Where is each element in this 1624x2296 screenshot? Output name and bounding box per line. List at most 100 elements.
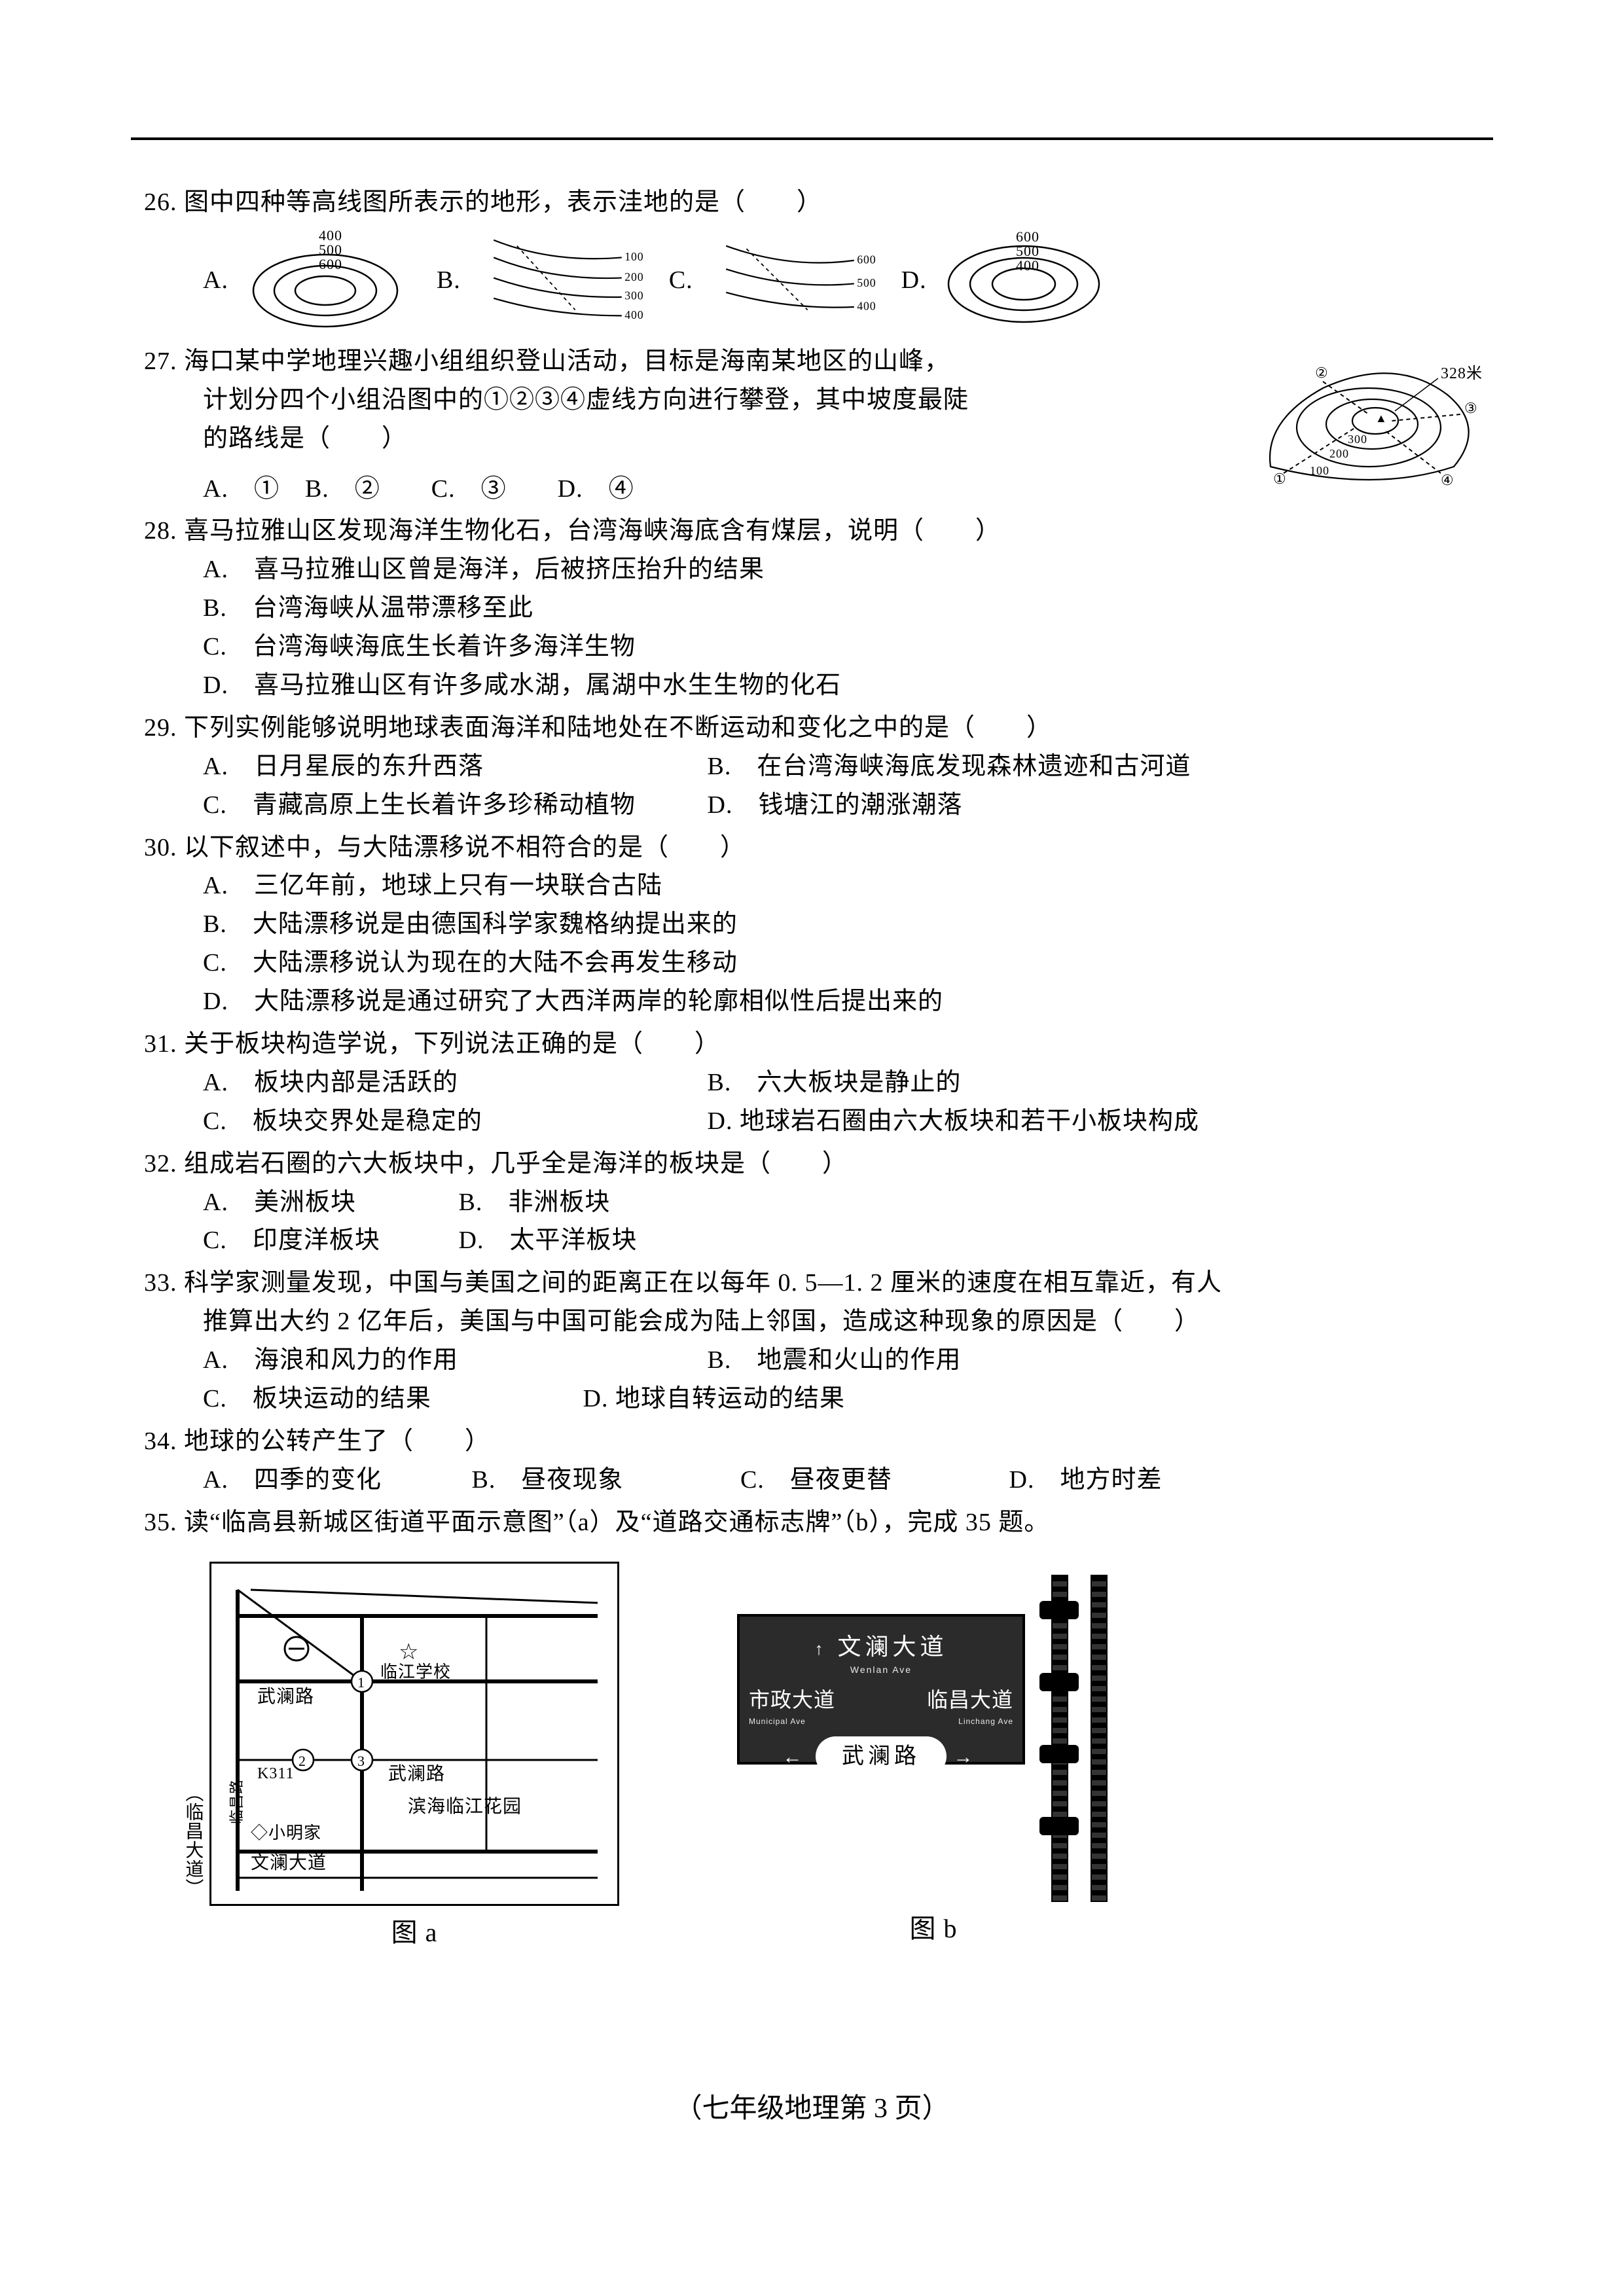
svg-text:临江学校: 临江学校 (380, 1662, 451, 1681)
pole-cap-1 (1039, 1601, 1079, 1619)
caption-b: 图 b (910, 1909, 958, 1949)
q35-figure-b-cell: ↑ 文澜大道 Wenlan Ave 市政大道 临昌大道 Municipal Av… (698, 1562, 1169, 1953)
q31-row1: A. 板块内部是活跃的 B. 六大板块是静止的 (144, 1064, 1493, 1102)
q29-D: D. 钱塘江的潮涨潮落 (708, 786, 963, 825)
q33-row2: C. 板块运动的结果 D. 地球自转运动的结果 (144, 1380, 1493, 1418)
sign-top-en: Wenlan Ave (749, 1663, 1013, 1677)
q34-B: B. 昼夜现象 (472, 1461, 734, 1499)
svg-text:K311: K311 (257, 1765, 294, 1782)
map-a-axis-label: （临昌大道） (179, 1784, 207, 1897)
q35-figure-b: ↑ 文澜大道 Wenlan Ave 市政大道 临昌大道 Municipal Av… (698, 1562, 1169, 1902)
svg-text:500: 500 (857, 276, 875, 289)
q29-row2: C. 青藏高原上生长着许多珍稀动植物 D. 钱塘江的潮涨潮落 (144, 786, 1493, 825)
question-27: 27. 海口某中学地理兴趣小组组织登山活动，目标是海南某地区的山峰， 计划分四个… (144, 342, 1493, 509)
q34-C: C. 昼夜更替 (740, 1461, 1002, 1499)
q33-B: B. 地震和火山的作用 (708, 1341, 962, 1380)
q26-fig-C: 600 500 400 (705, 228, 875, 333)
q26-D-label: D. (901, 261, 927, 300)
q26-option-B: B. 100 200 300 400 (437, 228, 643, 333)
q34-stem: 34. 地球的公转产生了（ ） (144, 1422, 1493, 1461)
q30-A: A. 三亿年前，地球上只有一块联合古陆 (144, 867, 1493, 905)
q30-B: B. 大陆漂移说是由德国科学家魏格纳提出来的 (144, 905, 1493, 944)
q35-figure-a-cell: （临昌大道） (209, 1562, 619, 1953)
sign-top: 文澜大道 (838, 1633, 948, 1660)
q29-B: B. 在台湾海峡海底发现森林遗迹和古河道 (708, 747, 1191, 786)
q27-text: 27. 海口某中学地理兴趣小组组织登山活动，目标是海南某地区的山峰， 计划分四个… (144, 342, 1225, 509)
q33-stem-l2: 推算出大约 2 亿年后，美国与中国可能会成为陆上邻国，造成这种现象的原因是（ ） (144, 1302, 1493, 1341)
q26-fig-A: 400 500 600 (240, 228, 410, 333)
q34-row: A. 四季的变化 B. 昼夜现象 C. 昼夜更替 D. 地方时差 (144, 1461, 1493, 1499)
q26-option-A: A. 400 500 600 (203, 228, 410, 333)
question-32: 32. 组成岩石圈的六大板块中，几乎全是海洋的板块是（ ） A. 美洲板块 B.… (144, 1145, 1493, 1261)
q27-stem-l2: 计划分四个小组沿图中的①②③④虚线方向进行攀登，其中坡度最陡 (144, 381, 1225, 420)
svg-text:100: 100 (624, 250, 643, 263)
page-footer: （七年级地理第 3 页） (0, 2086, 1624, 2126)
svg-text:400: 400 (624, 308, 643, 321)
top-rule (131, 137, 1493, 140)
q31-D: D. 地球岩石圈由六大板块和若干小板块构成 (708, 1102, 1199, 1141)
svg-text:300: 300 (624, 289, 643, 302)
q32-A: A. 美洲板块 (203, 1183, 452, 1222)
q28-B: B. 台湾海峡从温带漂移至此 (144, 589, 1493, 628)
svg-text:武澜路: 武澜路 (388, 1763, 445, 1784)
content-block: 26. 图中四种等高线图所表示的地形，表示洼地的是（ ） A. 400 500 … (144, 183, 1493, 1953)
q34-A: A. 四季的变化 (203, 1461, 465, 1499)
svg-text:▲: ▲ (1375, 412, 1388, 425)
question-31: 31. 关于板块构造学说，下列说法正确的是（ ） A. 板块内部是活跃的 B. … (144, 1025, 1493, 1141)
svg-text:300: 300 (1348, 433, 1367, 446)
q31-C: C. 板块交界处是稳定的 (203, 1102, 700, 1141)
q35-figures-row: （临昌大道） (144, 1562, 1493, 1953)
svg-text:②: ② (1315, 365, 1329, 381)
q31-A: A. 板块内部是活跃的 (203, 1064, 700, 1102)
svg-text:200: 200 (624, 270, 643, 283)
svg-text:◇小明家: ◇小明家 (251, 1823, 321, 1842)
svg-text:400: 400 (857, 299, 875, 312)
q29-A: A. 日月星辰的东升西落 (203, 747, 700, 786)
svg-text:400: 400 (1016, 257, 1039, 274)
q26-stem: 26. 图中四种等高线图所表示的地形，表示洼地的是（ ） (144, 183, 1493, 222)
svg-text:1: 1 (357, 1674, 365, 1691)
q26-option-D: D. 600 500 400 (901, 228, 1109, 333)
pole-cap-3 (1039, 1745, 1079, 1763)
q29-C: C. 青藏高原上生长着许多珍稀动植物 (203, 786, 700, 825)
q27-choices: A. ① B. ② C. ③ D. ④ (144, 470, 1225, 509)
q35-figure-a: （临昌大道） (209, 1562, 619, 1906)
sign-right-en: Linchang Ave (958, 1715, 1013, 1728)
svg-text:100: 100 (1310, 464, 1329, 477)
caption-a: 图 a (391, 1912, 438, 1953)
q27-stem-l1: 27. 海口某中学地理兴趣小组组织登山活动，目标是海南某地区的山峰， (144, 342, 1225, 381)
svg-text:临昌路: 临昌路 (228, 1779, 245, 1824)
question-34: 34. 地球的公转产生了（ ） A. 四季的变化 B. 昼夜现象 C. 昼夜更替… (144, 1422, 1493, 1499)
q32-D: D. 太平洋板块 (459, 1221, 638, 1260)
road-sign-board: ↑ 文澜大道 Wenlan Ave 市政大道 临昌大道 Municipal Av… (737, 1614, 1025, 1765)
sign-pole-2 (1091, 1575, 1108, 1902)
exam-page: 26. 图中四种等高线图所表示的地形，表示洼地的是（ ） A. 400 500 … (0, 0, 1624, 2296)
sign-left-en: Municipal Ave (749, 1715, 806, 1728)
q32-stem: 32. 组成岩石圈的六大板块中，几乎全是海洋的板块是（ ） (144, 1145, 1493, 1183)
q28-D: D. 喜马拉雅山区有许多咸水湖，属湖中水生生物的化石 (144, 666, 1493, 705)
svg-text:600: 600 (857, 253, 875, 266)
q31-stem: 31. 关于板块构造学说，下列说法正确的是（ ） (144, 1025, 1493, 1064)
q33-C: C. 板块运动的结果 (203, 1380, 576, 1418)
svg-text:328米: 328米 (1441, 365, 1483, 382)
svg-text:①: ① (1273, 471, 1287, 487)
map-a-svg: ☆ 1 2 3 临江学校 武澜路 武澜路 K311 滨海临江花园 ◇小明家 (211, 1564, 617, 1904)
sign-bottom-pill: 武澜路 (816, 1736, 947, 1776)
q32-B: B. 非洲板块 (459, 1183, 611, 1222)
q31-row2: C. 板块交界处是稳定的 D. 地球岩石圈由六大板块和若干小板块构成 (144, 1102, 1493, 1141)
svg-text:2: 2 (298, 1753, 306, 1769)
q26-A-label: A. (203, 261, 228, 300)
q29-row1: A. 日月星辰的东升西落 B. 在台湾海峡海底发现森林遗迹和古河道 (144, 747, 1493, 786)
question-29: 29. 下列实例能够说明地球表面海洋和陆地处在不断运动和变化之中的是（ ） A.… (144, 709, 1493, 825)
q26-fig-B: 100 200 300 400 (473, 228, 643, 333)
q34-D: D. 地方时差 (1009, 1461, 1163, 1499)
q33-stem-l1: 33. 科学家测量发现，中国与美国之间的距离正在以每年 0. 5—1. 2 厘米… (144, 1264, 1493, 1302)
q29-stem: 29. 下列实例能够说明地球表面海洋和陆地处在不断运动和变化之中的是（ ） (144, 709, 1493, 747)
q31-B: B. 六大板块是静止的 (708, 1064, 962, 1102)
q26-B-label: B. (437, 261, 461, 300)
svg-text:滨海临江花园: 滨海临江花园 (408, 1796, 522, 1817)
q26-fig-D: 600 500 400 (939, 228, 1109, 333)
svg-text:③: ③ (1464, 400, 1478, 416)
question-33: 33. 科学家测量发现，中国与美国之间的距离正在以每年 0. 5—1. 2 厘米… (144, 1264, 1493, 1418)
q30-D: D. 大陆漂移说是通过研究了大西洋两岸的轮廓相似性后提出来的 (144, 982, 1493, 1021)
